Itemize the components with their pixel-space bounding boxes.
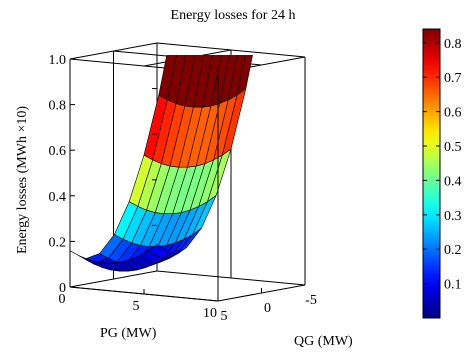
colorbar-tick-label: 0.7	[444, 71, 462, 86]
y-axis-label: QG (MW)	[294, 334, 353, 349]
surface-patch	[158, 55, 177, 101]
colorbar: 0.1 0.2 0.3 0.4 0.5 0.6 0.7 0.8	[422, 28, 462, 319]
x-tick-label: 5	[133, 299, 140, 314]
colorbar-tick-label: 0.4	[444, 174, 462, 189]
axis-ticks: 0 0.2 0.4 0.6 0.8 1.0 0 5 10 5 0 -5	[49, 53, 317, 324]
colorbar-tick-label: 0.1	[444, 278, 462, 293]
surface-patch	[228, 55, 246, 100]
x-tick-label: 0	[59, 292, 66, 307]
surface-patch	[175, 55, 196, 107]
surface-patch	[219, 55, 238, 104]
colorbar-tick-label: 0.5	[444, 140, 462, 155]
colorbar-tick-label: 0.3	[444, 209, 462, 224]
colorbar-gradient	[422, 28, 441, 319]
z-tick-label: 0.2	[49, 235, 67, 250]
surface-patch	[184, 55, 205, 108]
z-tick-label: 0	[59, 281, 66, 296]
z-tick-label: 0.8	[49, 99, 67, 114]
y-tick-label: -5	[305, 293, 317, 308]
z-tick-label: 0.4	[49, 190, 67, 205]
surface-patch	[167, 55, 187, 104]
colorbar-tick-label: 0.8	[444, 37, 462, 52]
surface-patch	[193, 55, 214, 108]
z-tick-label: 0.6	[49, 144, 67, 159]
x-axis-label: PG (MW)	[100, 326, 157, 341]
colorbar-tick-label: 0.6	[444, 106, 462, 121]
z-axis-label: Energy losses (MWh ×10)	[15, 106, 30, 254]
surface-patch	[236, 55, 253, 96]
x-tick-label: 10	[203, 306, 217, 321]
y-tick-label: 0	[264, 301, 271, 316]
chart-title: Energy losses for 24 h	[171, 8, 296, 23]
axes-box-front	[69, 57, 306, 302]
colorbar-tick-label: 0.2	[444, 243, 462, 258]
surface-patch	[202, 55, 222, 108]
surface-patch	[210, 55, 230, 107]
y-tick-label: 5	[221, 309, 228, 324]
surface-mesh	[69, 55, 253, 272]
z-tick-label: 1.0	[49, 53, 67, 68]
